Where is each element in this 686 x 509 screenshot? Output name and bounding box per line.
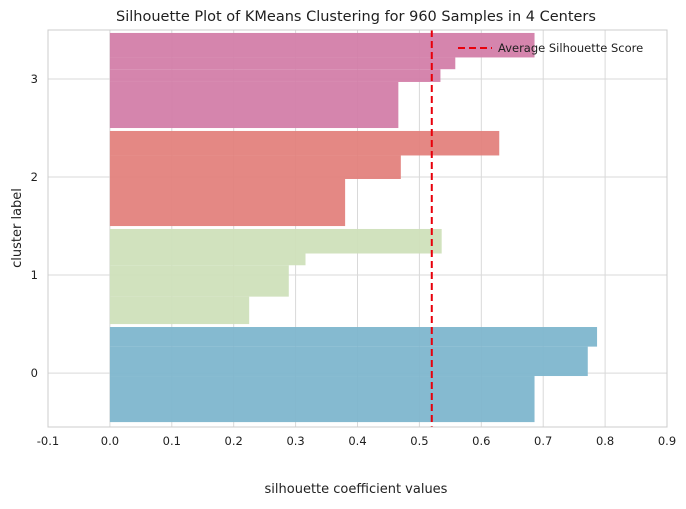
- silhouette-bar: [109, 296, 250, 325]
- silhouette-bar: [109, 130, 500, 156]
- legend: Average Silhouette Score: [458, 41, 643, 55]
- cluster-3-silhouette: [109, 32, 535, 129]
- x-tick-label: 0.7: [534, 434, 552, 448]
- bars-layer: [109, 32, 598, 423]
- silhouette-bar: [109, 155, 401, 179]
- y-axis-ticks: 0 1 2 3: [31, 72, 38, 380]
- x-tick-label: 0.0: [101, 434, 119, 448]
- silhouette-bar: [109, 81, 399, 129]
- legend-label: Average Silhouette Score: [498, 41, 643, 55]
- silhouette-bar: [109, 346, 588, 377]
- silhouette-bar: [109, 57, 456, 70]
- x-tick-label: 0.9: [658, 434, 676, 448]
- y-tick-label: 2: [31, 170, 38, 184]
- silhouette-bar: [109, 265, 289, 297]
- x-tick-label: 0.5: [410, 434, 428, 448]
- x-tick-label: -0.1: [37, 434, 59, 448]
- x-axis-label: silhouette coefficient values: [265, 482, 448, 497]
- y-tick-label: 0: [31, 366, 38, 380]
- y-tick-label: 1: [31, 268, 38, 282]
- silhouette-bar: [109, 69, 441, 82]
- x-tick-label: 0.6: [472, 434, 490, 448]
- x-tick-label: 0.3: [286, 434, 304, 448]
- cluster-2-silhouette: [109, 130, 500, 227]
- silhouette-bar: [109, 178, 346, 227]
- cluster-1-silhouette: [109, 228, 442, 325]
- silhouette-bar: [109, 228, 442, 254]
- x-tick-label: 0.8: [596, 434, 614, 448]
- chart-title: Silhouette Plot of KMeans Clustering for…: [116, 9, 596, 25]
- silhouette-bar: [109, 253, 306, 266]
- plot-frame: [47, 29, 668, 428]
- cluster-0-silhouette: [109, 327, 598, 423]
- x-tick-label: 0.1: [163, 434, 181, 448]
- silhouette-bar: [109, 32, 535, 58]
- silhouette-bar: [109, 376, 535, 423]
- x-tick-label: 0.4: [348, 434, 366, 448]
- x-axis-ticks: -0.1 0.0 0.1 0.2 0.3 0.4 0.5 0.6 0.7 0.8 0.9: [37, 434, 676, 448]
- y-axis-label: cluster label: [10, 188, 25, 268]
- plot-area: [47, 29, 668, 428]
- x-tick-label: 0.2: [225, 434, 243, 448]
- y-tick-label: 3: [31, 72, 38, 86]
- silhouette-bar: [109, 327, 598, 347]
